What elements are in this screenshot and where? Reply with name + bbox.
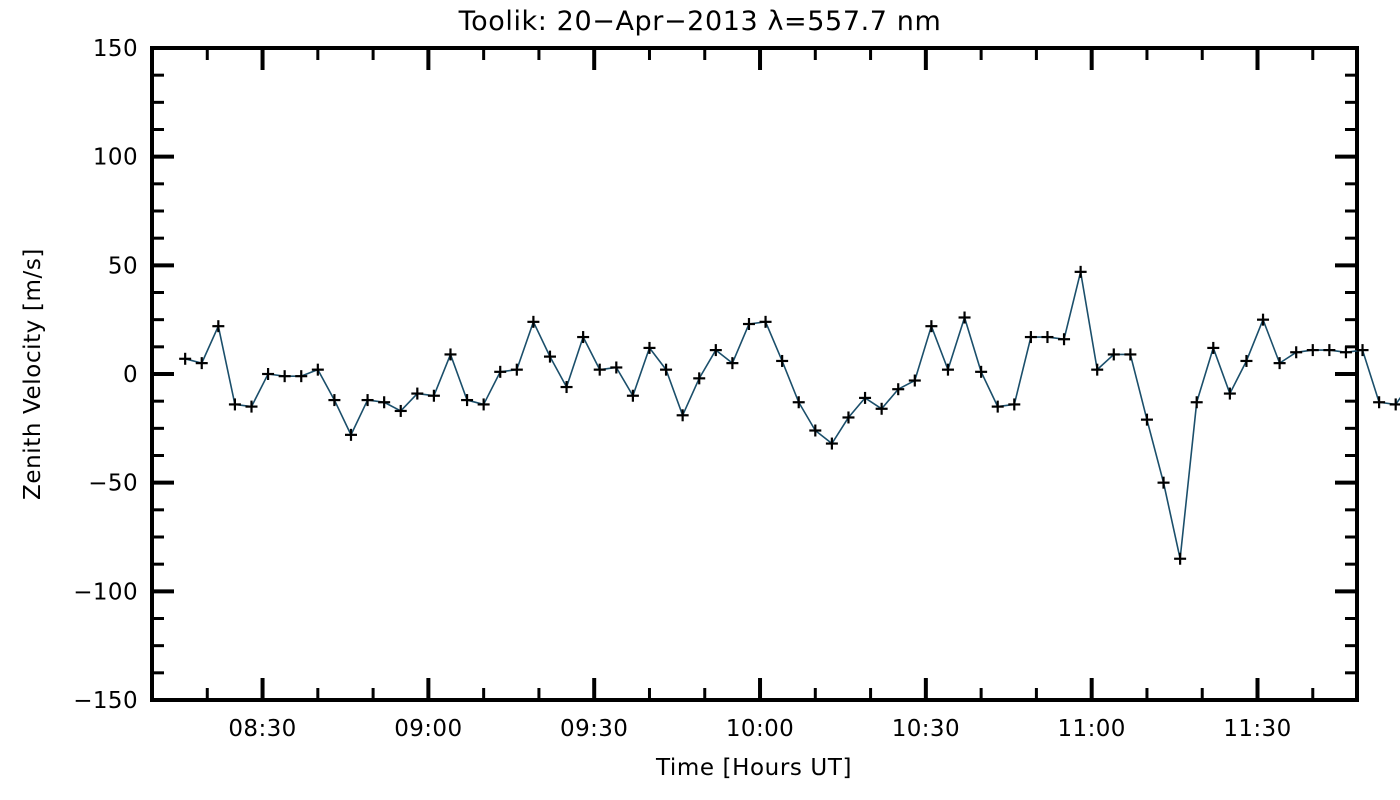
data-point-marker bbox=[1240, 354, 1253, 367]
data-point-marker bbox=[411, 387, 424, 400]
data-markers-layer bbox=[179, 265, 1400, 565]
y-tick-label: 50 bbox=[108, 253, 138, 279]
data-point-marker bbox=[1356, 344, 1369, 357]
x-axis-label: Time [Hours UT] bbox=[655, 755, 852, 781]
data-point-marker bbox=[709, 344, 722, 357]
data-point-marker bbox=[792, 396, 805, 409]
data-series-layer bbox=[184, 271, 1400, 560]
data-point-marker bbox=[693, 372, 706, 385]
data-point-marker bbox=[1339, 346, 1352, 359]
data-point-marker bbox=[1024, 331, 1037, 344]
data-point-marker bbox=[958, 311, 971, 324]
data-point-marker bbox=[378, 396, 391, 409]
axis-ticks bbox=[150, 46, 1357, 702]
data-point-marker bbox=[1091, 363, 1104, 376]
data-point-marker bbox=[278, 370, 291, 383]
data-point-marker bbox=[1190, 396, 1203, 409]
data-point-marker bbox=[1107, 348, 1120, 361]
x-tick-label: 08:30 bbox=[228, 716, 296, 742]
data-point-marker bbox=[1323, 344, 1336, 357]
data-point-marker bbox=[444, 348, 457, 361]
data-point-marker bbox=[577, 331, 590, 344]
data-point-marker bbox=[859, 391, 872, 404]
data-point-marker bbox=[1041, 331, 1054, 344]
data-point-marker bbox=[825, 437, 838, 450]
data-point-marker bbox=[626, 389, 639, 402]
velocity-line bbox=[184, 271, 1400, 560]
data-point-marker bbox=[1373, 396, 1386, 409]
data-point-marker bbox=[1290, 346, 1303, 359]
data-point-marker bbox=[610, 361, 623, 374]
data-point-marker bbox=[776, 354, 789, 367]
data-point-marker bbox=[1207, 341, 1220, 354]
data-point-marker bbox=[195, 357, 208, 370]
x-tick-label: 09:30 bbox=[560, 716, 628, 742]
data-point-marker bbox=[593, 363, 606, 376]
data-point-marker bbox=[394, 404, 407, 417]
page-title: Toolik: 20−Apr−2013 λ=557.7 nm bbox=[458, 6, 942, 37]
y-tick-label: −100 bbox=[73, 579, 138, 605]
plot-frame bbox=[150, 46, 1359, 702]
data-point-marker bbox=[461, 394, 474, 407]
data-point-marker bbox=[991, 400, 1004, 413]
data-point-marker bbox=[477, 398, 490, 411]
data-point-marker bbox=[759, 315, 772, 328]
x-tick-label: 09:00 bbox=[394, 716, 462, 742]
data-point-marker bbox=[344, 428, 357, 441]
x-tick-label: 10:00 bbox=[726, 716, 794, 742]
data-point-marker bbox=[842, 411, 855, 424]
data-point-marker bbox=[510, 363, 523, 376]
data-point-marker bbox=[228, 398, 241, 411]
axis-tick-labels: 150 100 50 0 −50 −100 −150 08:30 09:00 09:30 10:00… bbox=[73, 36, 1291, 742]
data-point-marker bbox=[179, 352, 192, 365]
data-point-marker bbox=[1157, 476, 1170, 489]
y-tick-label: 150 bbox=[93, 36, 138, 62]
data-point-marker bbox=[1008, 398, 1021, 411]
data-point-marker bbox=[311, 363, 324, 376]
data-point-marker bbox=[427, 389, 440, 402]
data-point-marker bbox=[676, 409, 689, 422]
data-point-marker bbox=[1273, 357, 1286, 370]
y-tick-label: −50 bbox=[88, 471, 138, 497]
data-point-marker bbox=[212, 320, 225, 333]
x-tick-label: 11:30 bbox=[1223, 716, 1291, 742]
data-point-marker bbox=[809, 424, 822, 437]
data-point-marker bbox=[1124, 348, 1137, 361]
data-point-marker bbox=[892, 383, 905, 396]
data-point-marker bbox=[543, 350, 556, 363]
data-point-marker bbox=[245, 400, 258, 413]
data-point-marker bbox=[875, 402, 888, 415]
data-point-marker bbox=[560, 381, 573, 394]
x-tick-label: 11:00 bbox=[1058, 716, 1126, 742]
data-point-marker bbox=[494, 365, 507, 378]
x-tick-label: 10:30 bbox=[892, 716, 960, 742]
data-point-marker bbox=[1223, 387, 1236, 400]
data-point-marker bbox=[1074, 265, 1087, 278]
y-tick-label: −150 bbox=[73, 688, 138, 714]
data-point-marker bbox=[975, 365, 988, 378]
data-point-marker bbox=[1306, 344, 1319, 357]
data-point-marker bbox=[660, 363, 673, 376]
y-tick-label: 0 bbox=[123, 362, 138, 388]
data-point-marker bbox=[1174, 552, 1187, 565]
data-point-marker bbox=[262, 368, 275, 380]
data-point-marker bbox=[527, 315, 540, 328]
data-point-marker bbox=[1140, 413, 1153, 426]
data-point-marker bbox=[328, 394, 341, 407]
data-point-marker bbox=[925, 320, 938, 333]
data-point-marker bbox=[1257, 313, 1270, 326]
y-tick-label: 100 bbox=[93, 145, 138, 171]
data-point-marker bbox=[643, 341, 656, 354]
data-point-marker bbox=[726, 357, 739, 370]
y-axis-label: Zenith Velocity [m/s] bbox=[20, 248, 46, 500]
data-point-marker bbox=[1058, 333, 1071, 346]
data-point-marker bbox=[361, 394, 374, 407]
data-point-marker bbox=[742, 318, 755, 331]
data-point-marker bbox=[908, 374, 921, 387]
data-point-marker bbox=[295, 370, 308, 383]
data-point-marker bbox=[941, 363, 954, 376]
